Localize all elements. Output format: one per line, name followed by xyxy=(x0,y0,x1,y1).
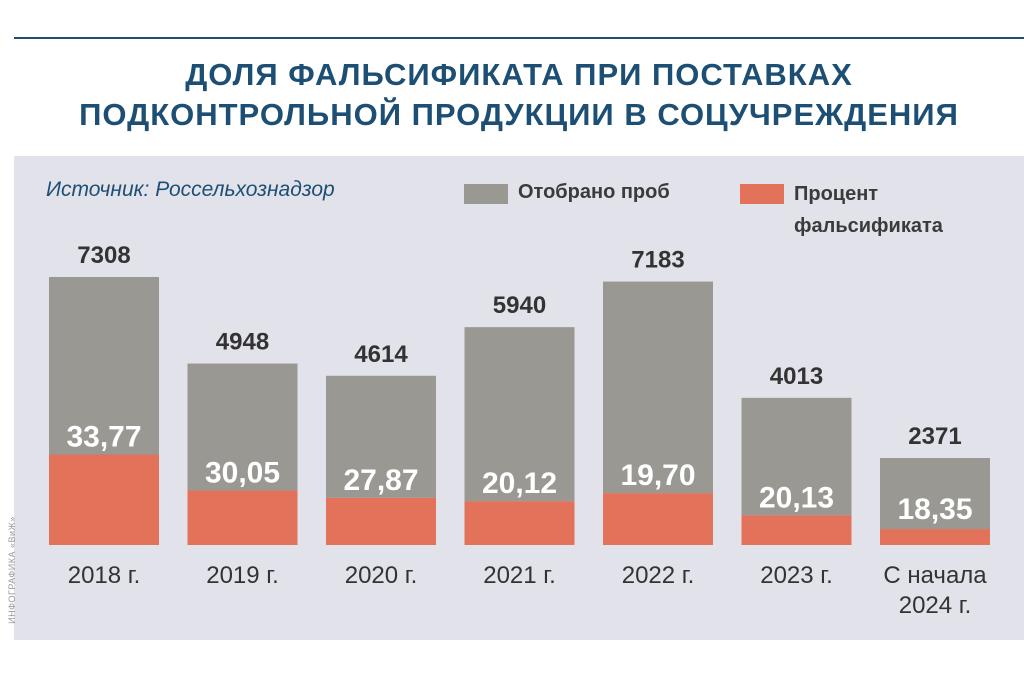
bar-falsified-1 xyxy=(187,490,298,545)
bar-falsified-5 xyxy=(741,515,852,545)
bar-samples-6 xyxy=(880,458,990,530)
label-falsified-2: 27,87 xyxy=(343,464,418,497)
category-label-6-1: 2024 г. xyxy=(899,592,972,619)
title-line-1: ДОЛЯ ФАЛЬСИФИКАТА ПРИ ПОСТАВКАХ xyxy=(185,57,853,92)
top-divider xyxy=(14,37,1024,39)
category-label-0: 2018 г. xyxy=(68,562,141,589)
label-samples-2: 4614 xyxy=(354,341,408,368)
label-falsified-3: 20,12 xyxy=(482,467,557,500)
label-samples-0: 7308 xyxy=(77,242,130,269)
bar-falsified-3 xyxy=(464,501,575,545)
label-samples-1: 4948 xyxy=(216,329,269,356)
category-label-2: 2020 г. xyxy=(345,562,418,589)
label-falsified-5: 20,13 xyxy=(759,481,834,514)
chart-title: ДОЛЯ ФАЛЬСИФИКАТА ПРИ ПОСТАВКАХ ПОДКОНТР… xyxy=(14,55,1024,135)
bar-falsified-2 xyxy=(326,497,436,545)
legend-label-samples: Отобрано проб xyxy=(518,181,670,203)
bar-samples-3 xyxy=(464,327,575,502)
label-falsified-6: 18,35 xyxy=(897,493,972,526)
legend-label-falsified: Процент фальсификата xyxy=(794,183,943,237)
label-samples-6: 2371 xyxy=(908,423,961,450)
bar-falsified-4 xyxy=(603,493,713,545)
bar-samples-2 xyxy=(326,375,436,498)
legend-swatch-falsified xyxy=(740,184,784,204)
category-label-1: 2019 г. xyxy=(206,562,279,589)
category-label-6-0: С начала xyxy=(883,562,987,589)
bar-falsified-6 xyxy=(880,529,990,545)
category-label-5: 2023 г. xyxy=(760,562,833,589)
legend-swatch-samples xyxy=(464,184,508,204)
label-samples-5: 4013 xyxy=(770,363,823,390)
bar-falsified-0 xyxy=(49,454,159,545)
source-note: Источник: Россельхознадзор xyxy=(46,178,335,201)
label-falsified-1: 30,05 xyxy=(205,456,280,489)
label-samples-4: 7183 xyxy=(631,247,684,274)
bar-samples-1 xyxy=(187,363,298,491)
category-label-3: 2021 г. xyxy=(483,562,556,589)
label-falsified-4: 19,70 xyxy=(620,459,695,492)
bar-samples-0 xyxy=(49,277,159,455)
bar-samples-5 xyxy=(741,397,852,516)
title-line-2: ПОДКОНТРОЛЬНОЙ ПРОДУКЦИИ В СОЦУЧРЕЖДЕНИЯ xyxy=(79,97,959,132)
label-falsified-0: 33,77 xyxy=(66,420,141,453)
category-label-4: 2022 г. xyxy=(622,562,695,589)
bar-samples-4 xyxy=(603,281,713,494)
label-samples-3: 5940 xyxy=(493,292,546,319)
